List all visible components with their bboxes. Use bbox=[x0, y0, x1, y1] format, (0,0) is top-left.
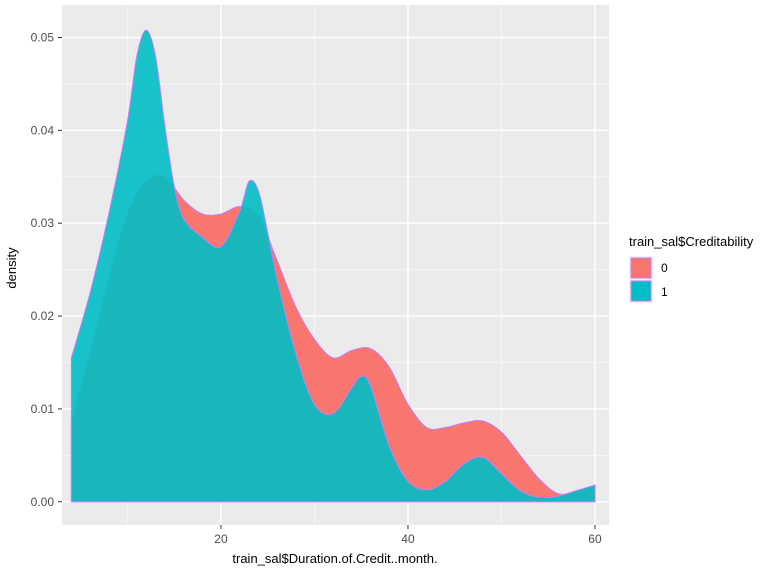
density-area-series-1 bbox=[70, 29, 596, 503]
y-tick-label: 0.04 bbox=[31, 123, 55, 137]
legend: train_sal$Creditability 0 1 bbox=[629, 234, 754, 303]
legend-label-1: 1 bbox=[661, 285, 668, 299]
y-tick-label: 0.00 bbox=[31, 495, 55, 509]
legend-title: train_sal$Creditability bbox=[629, 234, 754, 249]
y-tick-label: 0.03 bbox=[31, 216, 55, 230]
y-tick-label: 0.05 bbox=[31, 31, 55, 45]
x-tick-label: 20 bbox=[214, 532, 228, 546]
series-layer bbox=[70, 29, 596, 503]
legend-label-0: 0 bbox=[661, 261, 668, 275]
y-tick-label: 0.01 bbox=[31, 402, 55, 416]
x-axis-title: train_sal$Duration.of.Credit..month. bbox=[232, 551, 437, 566]
legend-swatch-0 bbox=[630, 257, 652, 279]
axis-layer: 0.00 0.01 0.02 0.03 0.04 0.05 20 40 60 bbox=[31, 31, 602, 547]
legend-swatch-1 bbox=[630, 280, 652, 302]
x-tick-label: 60 bbox=[588, 532, 602, 546]
y-axis-title: density bbox=[4, 247, 19, 289]
x-tick-label: 40 bbox=[401, 532, 415, 546]
y-tick-label: 0.02 bbox=[31, 309, 55, 323]
